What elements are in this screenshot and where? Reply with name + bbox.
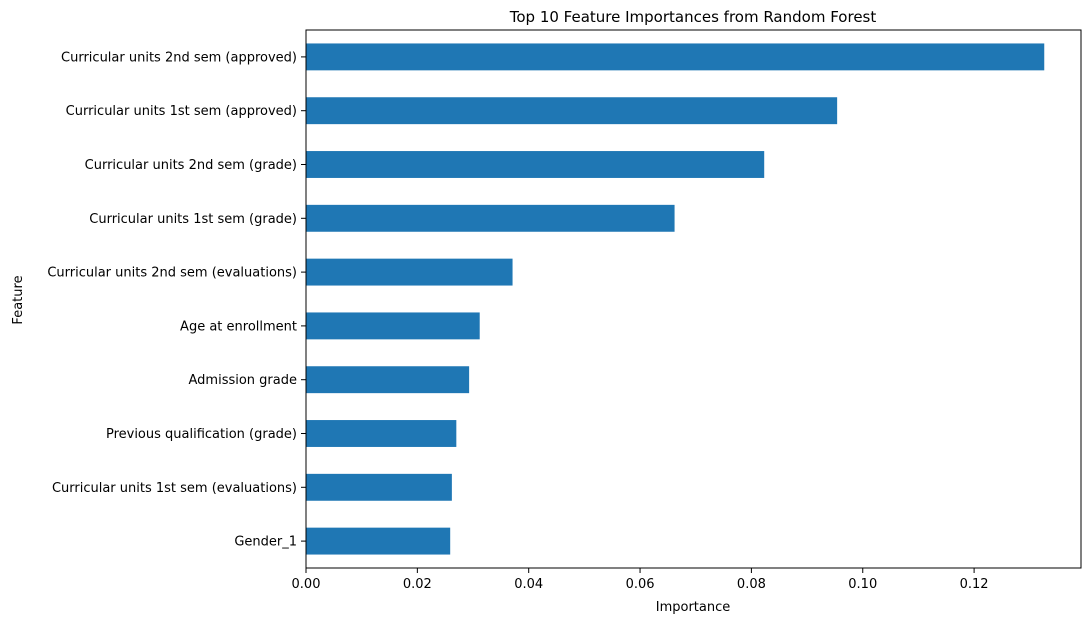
y-tick-label: Curricular units 2nd sem (evaluations) — [47, 266, 297, 281]
bar — [306, 204, 675, 232]
y-tick-label: Previous qualification (grade) — [106, 427, 297, 442]
x-tick-label: 0.08 — [737, 577, 766, 592]
x-tick-label: 0.00 — [292, 577, 321, 592]
bar — [306, 43, 1045, 71]
bar — [306, 420, 457, 447]
x-tick-label: 0.04 — [514, 577, 543, 592]
bar — [306, 366, 470, 394]
plot-frame — [305, 29, 1082, 569]
bar — [306, 97, 838, 125]
bar — [306, 258, 513, 286]
chart-title: Top 10 Feature Importances from Random F… — [509, 8, 877, 26]
x-axis-label: Importance — [656, 600, 731, 615]
y-tick-label: Curricular units 1st sem (approved) — [66, 104, 297, 119]
x-tick-label: 0.12 — [960, 577, 989, 592]
y-tick-label: Curricular units 1st sem (evaluations) — [52, 481, 297, 496]
y-axis-label: Feature — [11, 275, 26, 324]
y-tick-label: Curricular units 2nd sem (approved) — [61, 50, 297, 65]
bar — [306, 312, 480, 340]
x-axis-ticks: 0.00 0.02 0.04 0.06 0.08 0.10 0.12 — [292, 568, 989, 592]
x-tick-label: 0.10 — [848, 577, 877, 592]
y-axis-ticks: Curricular units 2nd sem (approved) Curri… — [47, 50, 306, 550]
y-tick-label: Curricular units 1st sem (grade) — [89, 212, 297, 227]
bar — [306, 151, 765, 178]
x-tick-label: 0.02 — [403, 577, 432, 592]
bars-group — [306, 43, 1045, 555]
x-tick-label: 0.06 — [626, 577, 655, 592]
bar — [306, 527, 451, 555]
y-tick-label: Gender_1 — [234, 535, 297, 550]
y-tick-label: Admission grade — [189, 373, 298, 388]
y-tick-label: Curricular units 2nd sem (grade) — [85, 158, 297, 173]
bar — [306, 473, 452, 501]
y-tick-label: Age at enrollment — [180, 319, 297, 334]
